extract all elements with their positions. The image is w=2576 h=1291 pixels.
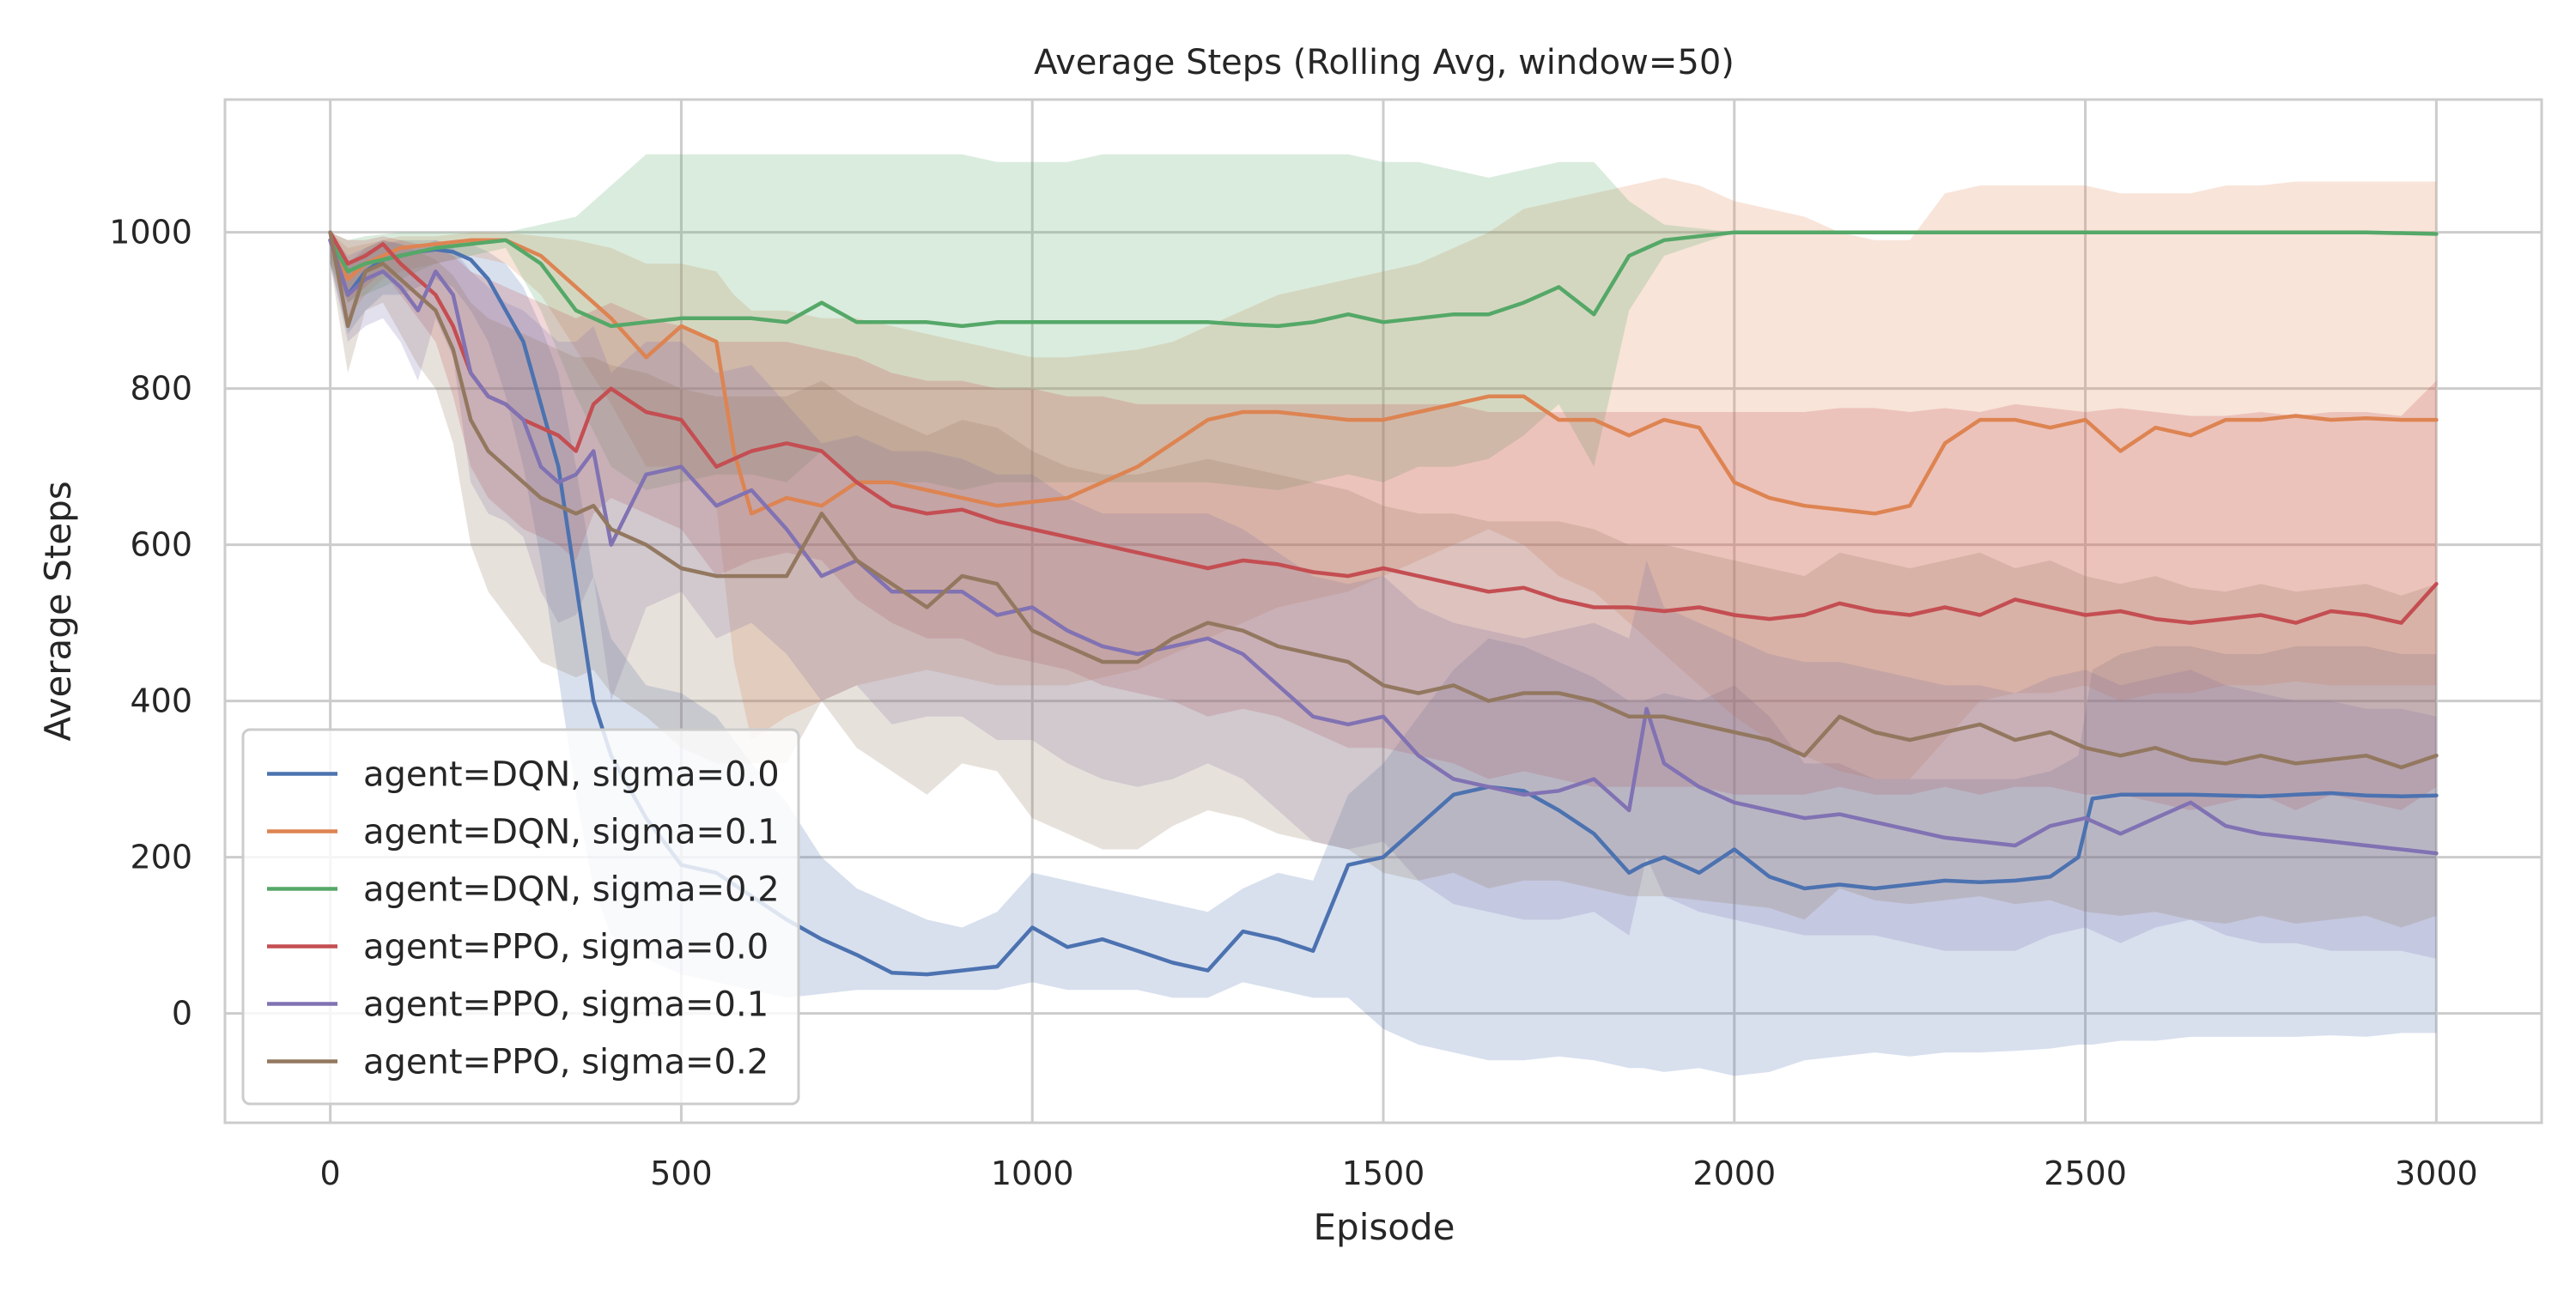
y-tick-label: 0 [172,995,192,1033]
x-axis-label: Episode [1314,1206,1455,1248]
y-tick-label: 1000 [109,214,192,252]
x-tick-label: 0 [320,1155,341,1192]
line-agent-dqn-sigma-0-1 [328,238,2439,516]
band-agent-ppo-sigma-0-2 [330,232,2437,928]
y-tick-label: 400 [130,682,192,720]
tick-labels: 0 500 1000 1500 2000 2500 3000 0 200 400 600 800 100… [109,214,2477,1192]
confidence-bands [330,154,2437,1076]
y-tick-label: 200 [130,839,192,876]
x-tick-label: 3000 [2395,1155,2478,1192]
legend-label: agent=PPO, sigma=0.2 [363,1043,769,1082]
legend-label: agent=DQN, sigma=0.0 [363,755,780,795]
legend: agent=DQN, sigma=0.0 agent=DQN, sigma=0.1… [241,728,800,1106]
band-agent-ppo-sigma-0-1 [330,232,2437,959]
legend-label: agent=PPO, sigma=0.1 [363,985,769,1025]
band-agent-dqn-sigma-0-0 [330,232,2437,1076]
legend-label: agent=PPO, sigma=0.0 [363,928,769,967]
plot-frame [223,98,2543,1124]
legend-label: agent=DQN, sigma=0.1 [363,813,780,852]
line-agent-dqn-sigma-0-2 [328,230,2439,329]
line-agent-ppo-sigma-0-0 [328,230,2439,625]
x-tick-label: 1500 [1342,1155,1425,1192]
band-agent-ppo-sigma-0-0 [330,232,2437,810]
series-lines [328,230,2439,977]
legend-label: agent=DQN, sigma=0.2 [363,870,780,910]
y-axis-label: Average Steps [37,481,79,741]
x-tick-label: 500 [650,1155,713,1192]
legend-box [241,728,800,1106]
x-tick-label: 2000 [1692,1155,1776,1192]
chart-title: Average Steps (Rolling Avg, window=50) [1034,43,1735,82]
line-agent-ppo-sigma-0-2 [328,230,2439,770]
y-tick-label: 600 [130,526,192,564]
y-tick-label: 800 [130,370,192,408]
x-tick-label: 2500 [2044,1155,2127,1192]
line-agent-ppo-sigma-0-1 [328,238,2439,856]
grid-layer [225,100,2542,1123]
band-agent-dqn-sigma-0-1 [330,178,2437,779]
x-tick-label: 1000 [991,1155,1074,1192]
line-agent-dqn-sigma-0-0 [328,238,2439,977]
